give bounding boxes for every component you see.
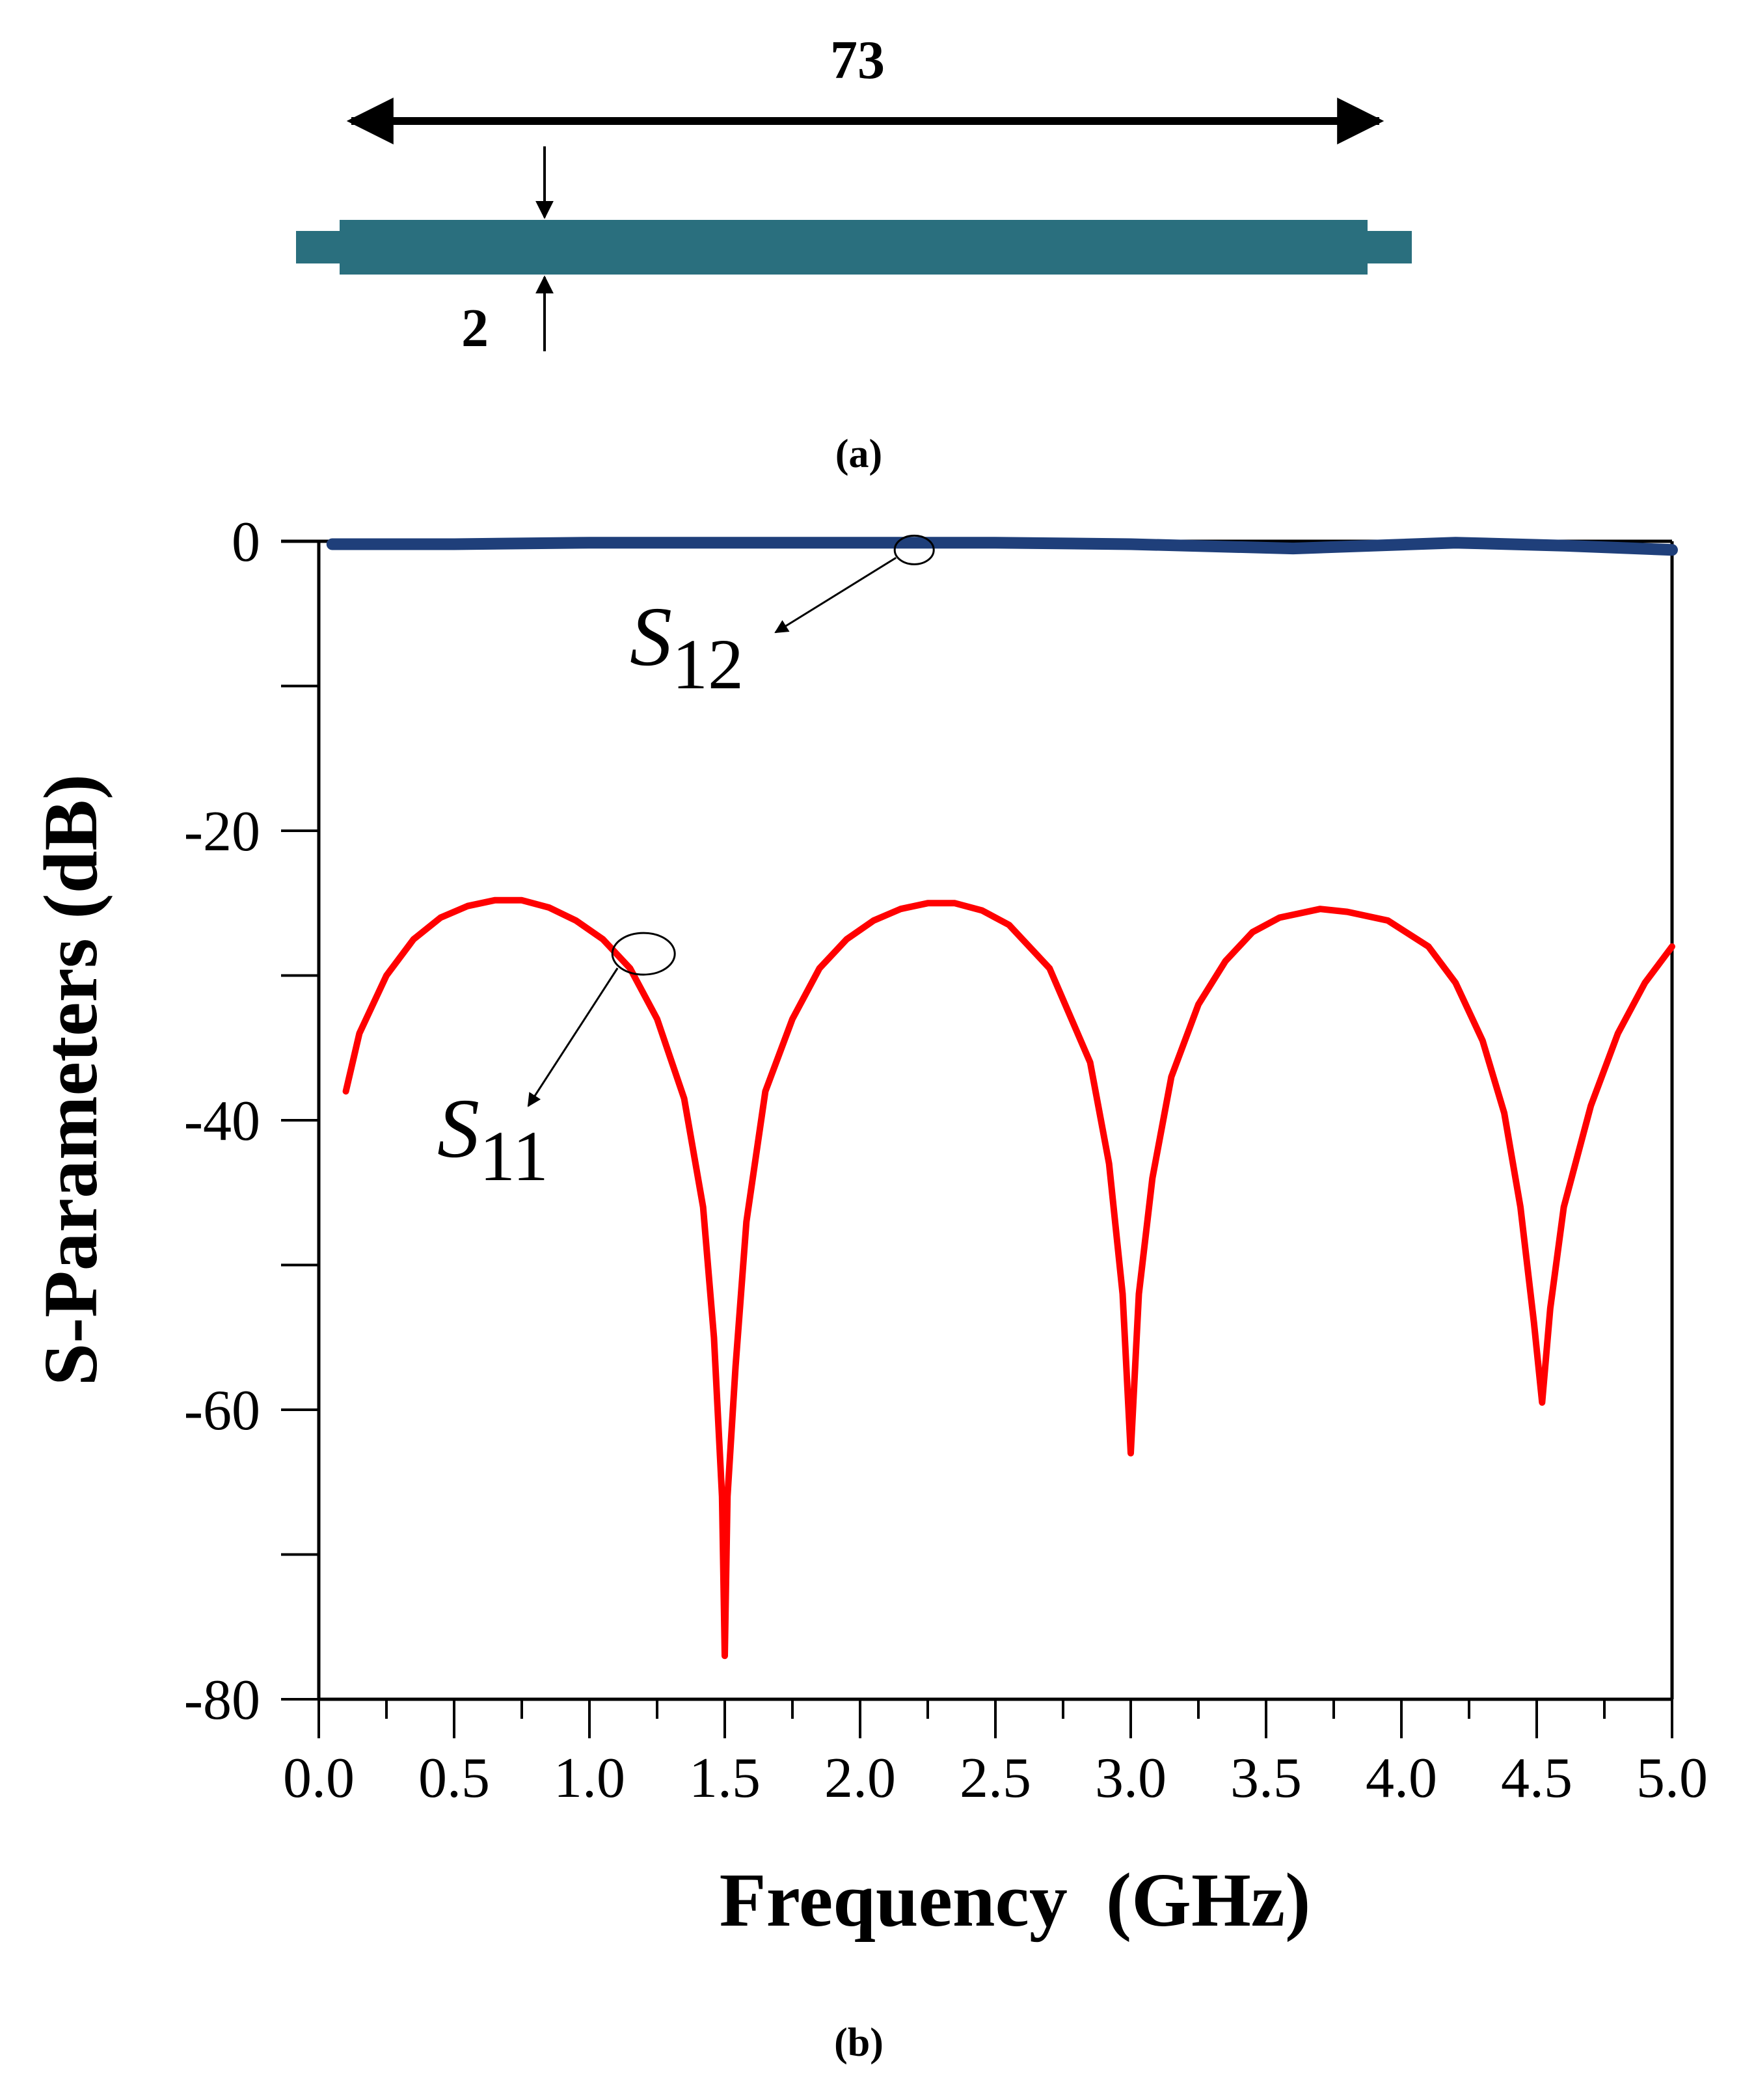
chart-annotations: S12 S11 (437, 534, 935, 1196)
y-axis-title: S-Parameters (dB) (28, 774, 113, 1386)
microstrip-line (296, 220, 1412, 275)
y-tick-label: -40 (184, 1090, 260, 1153)
s12-label: S12 (630, 590, 744, 704)
panel-a-caption: (a) (835, 432, 882, 476)
strip-feed-left (296, 231, 342, 263)
x-tick-label: 5.0 (1636, 1747, 1708, 1810)
x-tick-label: 3.0 (1095, 1747, 1167, 1810)
x-tick-label: 0.5 (418, 1747, 490, 1810)
chart-series (326, 537, 1678, 1660)
panel-b-chart: 0 -20 -40 -60 -80 0.0 0.5 1.0 1.5 2.0 2.5 3.0 3.5 4.0… (28, 511, 1708, 2065)
x-tick-label: 0.0 (283, 1747, 355, 1810)
s11-marker-ellipse (611, 932, 676, 976)
x-tick-label: 2.0 (824, 1747, 896, 1810)
chart-axes: 0 -20 -40 -60 -80 0.0 0.5 1.0 1.5 2.0 2.5 3.0 3.5 4.0… (184, 511, 1708, 1810)
strip-main-section (340, 220, 1368, 275)
x-tick-label: 4.5 (1501, 1747, 1572, 1810)
x-tick-label: 1.0 (554, 1747, 625, 1810)
y-tick-label: 0 (232, 511, 260, 574)
x-tick-label: 1.5 (689, 1747, 761, 1810)
s12-marker-ellipse (893, 534, 935, 565)
y-tick-label: -20 (184, 800, 260, 863)
series-line-s12 (326, 537, 1678, 556)
series-line-s11 (342, 896, 1675, 1660)
x-tick-label: 3.5 (1230, 1747, 1302, 1810)
x-tick-label: 4.0 (1366, 1747, 1437, 1810)
y-tick-label: -80 (184, 1669, 260, 1732)
x-axis-title: Frequency (GHz) (720, 1857, 1311, 1943)
s12-pointer-arrow (774, 557, 897, 634)
width-label: 2 (461, 298, 489, 358)
strip-feed-right (1366, 231, 1412, 263)
panel-b-caption: (b) (834, 2021, 884, 2065)
y-tick-label: -60 (184, 1379, 260, 1442)
s11-pointer-arrow (527, 967, 619, 1107)
s11-label: S11 (437, 1082, 548, 1196)
length-label: 73 (830, 30, 885, 90)
x-tick-label: 2.5 (960, 1747, 1031, 1810)
panel-a: 73 2 (a) (296, 30, 1412, 476)
